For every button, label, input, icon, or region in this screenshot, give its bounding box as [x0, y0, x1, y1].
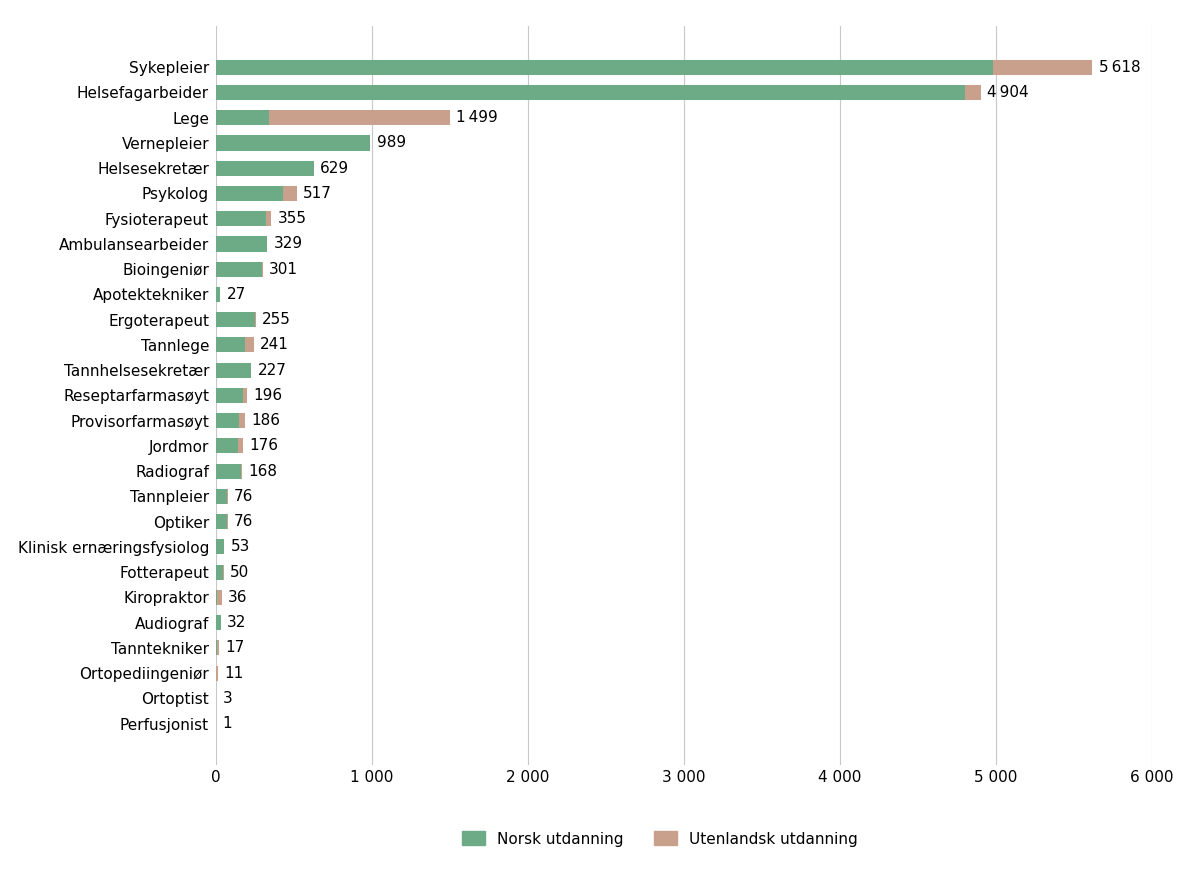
Bar [216, 438, 238, 454]
Bar [216, 514, 227, 529]
Bar [994, 60, 1092, 75]
Text: 355: 355 [277, 211, 307, 226]
Text: 11: 11 [224, 666, 244, 680]
Bar [266, 211, 271, 226]
Text: 255: 255 [262, 312, 290, 327]
Text: 329: 329 [274, 236, 302, 251]
Bar [269, 110, 450, 125]
Text: 3: 3 [223, 691, 233, 706]
Bar [216, 413, 240, 428]
Bar [216, 312, 256, 328]
Text: 186: 186 [251, 413, 281, 428]
Text: 301: 301 [269, 262, 298, 276]
Text: 5 618: 5 618 [1099, 60, 1140, 75]
Text: 517: 517 [302, 186, 331, 201]
Text: 27: 27 [227, 287, 246, 302]
Text: 4 904: 4 904 [988, 85, 1028, 100]
Bar [216, 540, 224, 554]
Bar [217, 590, 222, 605]
Bar [216, 287, 220, 302]
Text: 227: 227 [258, 362, 287, 378]
Text: 50: 50 [230, 565, 250, 580]
Bar [216, 362, 251, 378]
Bar [965, 85, 982, 100]
Bar [216, 337, 245, 353]
Bar [216, 565, 223, 580]
Bar [240, 413, 245, 428]
Text: 196: 196 [253, 388, 282, 403]
Text: 176: 176 [250, 438, 278, 454]
Bar [216, 262, 262, 276]
Bar [216, 236, 266, 251]
Bar [238, 438, 244, 454]
Text: 76: 76 [234, 489, 253, 504]
Bar [216, 211, 266, 226]
Text: 629: 629 [320, 161, 349, 176]
Bar [283, 186, 296, 201]
Bar [217, 640, 218, 655]
Text: 241: 241 [260, 337, 289, 353]
Bar [216, 161, 313, 176]
Text: 168: 168 [248, 464, 277, 479]
Text: 32: 32 [227, 615, 247, 630]
Legend: Norsk utdanning, Utenlandsk utdanning: Norsk utdanning, Utenlandsk utdanning [456, 826, 864, 852]
Bar [216, 186, 283, 201]
Bar [216, 488, 227, 504]
Bar [216, 85, 965, 100]
Text: 17: 17 [224, 640, 244, 655]
Bar [242, 388, 246, 403]
Bar [216, 110, 269, 125]
Text: 36: 36 [228, 590, 247, 605]
Text: 76: 76 [234, 514, 253, 529]
Text: 1: 1 [222, 716, 232, 731]
Bar [245, 337, 253, 353]
Text: 53: 53 [230, 540, 250, 554]
Text: 1 499: 1 499 [456, 110, 498, 125]
Bar [216, 60, 994, 75]
Bar [216, 615, 221, 630]
Bar [216, 463, 241, 479]
Text: 989: 989 [377, 136, 406, 150]
Bar [216, 136, 370, 150]
Bar [216, 388, 242, 403]
Bar [216, 666, 217, 680]
